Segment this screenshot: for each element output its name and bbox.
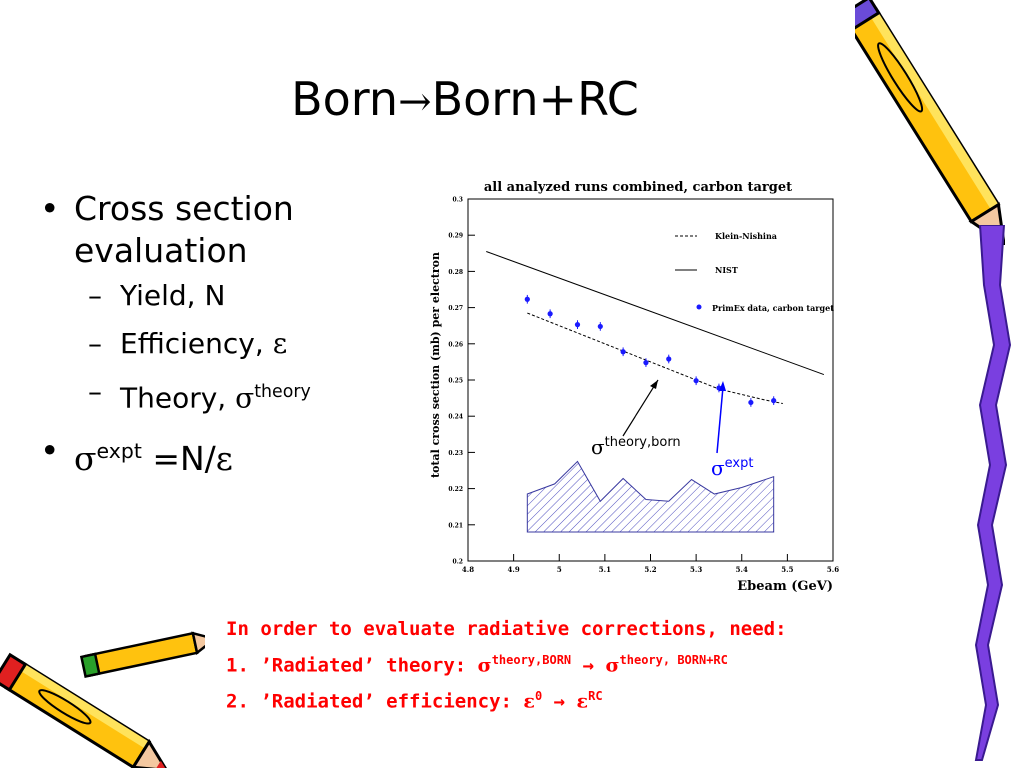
annotation-arrowhead-blue [719, 381, 726, 391]
note-line-3: 2. ’Radiated’ efficiency: ε0 → εRC [226, 689, 603, 713]
nist-curve [486, 251, 825, 376]
hatched-error-band [526, 460, 775, 533]
y-tick-label: 0.25 [448, 378, 463, 385]
chart-legend: Klein-Nishina NIST PrimEx data, carbon t… [675, 231, 834, 313]
y-tick-label: 0.29 [448, 233, 463, 240]
data-points [524, 294, 777, 407]
x-tick-label: 5 [557, 565, 562, 574]
cross-section-chart: all analyzed runs combined, carbon targe… [425, 175, 845, 595]
sigma-symbol: σ [235, 381, 255, 415]
arrow-icon: → [571, 654, 606, 677]
chart-svg: all analyzed runs combined, carbon targe… [429, 180, 839, 594]
sub-bullet-text: Yield, N [120, 279, 226, 312]
sub-bullet-theory: – Theory, σtheory [40, 368, 400, 422]
title-right: Born+RC [431, 72, 639, 126]
y-tick-label: 0.27 [448, 305, 463, 312]
sub-bullet-efficiency: – Efficiency, ε [40, 320, 400, 368]
y-tick-label: 0.24 [448, 414, 463, 421]
axis-ticks: 4.8 4.9 5 5.1 5.2 5.3 5.4 5.5 5.6 0.2 0.21 0.22 0.23… [448, 197, 839, 575]
bullet-list: • Cross section evaluation – Yield, N – … [40, 188, 400, 480]
y-tick-label: 0.28 [448, 269, 463, 276]
annotation-arrow-blue [716, 386, 724, 454]
x-tick-label: 5.5 [781, 565, 793, 574]
right-arrow-icon: → [398, 79, 432, 125]
arrow-icon: → [542, 690, 577, 713]
x-axis-label: Ebeam (GeV) [737, 579, 833, 594]
x-tick-label: 5.2 [644, 565, 656, 574]
dash-icon: – [88, 279, 102, 312]
bullet-text: Cross section evaluation [74, 189, 294, 270]
dash-icon: – [88, 327, 102, 360]
bullet-cross-section: • Cross section evaluation [40, 188, 400, 272]
annotations: σtheory,born σexpt [591, 379, 753, 480]
sigma-symbol: σ [74, 439, 97, 479]
slide-title: Born→Born+RC [0, 72, 930, 126]
y-tick-label: 0.21 [448, 522, 463, 529]
sub-bullet-text: Theory, [120, 381, 236, 415]
y-tick-label: 0.26 [448, 341, 463, 348]
data-point [666, 356, 672, 362]
sigma-superscript: expt [96, 439, 142, 464]
data-point [547, 311, 553, 317]
annotation-theory-born: σtheory,born [591, 435, 681, 459]
x-tick-label: 5.6 [827, 565, 839, 574]
y-tick-label: 0.23 [448, 450, 463, 457]
data-point [643, 360, 649, 366]
data-point [524, 296, 530, 302]
y-tick-label: 0.2 [453, 559, 463, 566]
x-tick-label: 5.4 [736, 565, 748, 574]
formula-text: =N/ [141, 439, 216, 479]
bullet-sigma-expt: • σexpt =N/ε [40, 430, 400, 480]
x-tick-label: 4.9 [508, 565, 520, 574]
y-axis-label: total cross section (mb) per electron [429, 252, 442, 478]
pencil-icon [855, 0, 1005, 245]
note-line-2: 1. ’Radiated’ theory: σtheory,BORN → σth… [226, 653, 728, 677]
legend-marker [696, 304, 702, 310]
annotation-arrow-black [622, 379, 659, 437]
annotation-arrowhead-black [650, 380, 658, 389]
dash-icon: – [88, 375, 102, 408]
data-point [597, 323, 603, 330]
epsilon-symbol: ε [215, 439, 233, 479]
epsilon-symbol: ε [272, 327, 288, 360]
data-point [574, 322, 581, 328]
data-point [693, 378, 699, 384]
klein-nishina-curve [527, 312, 783, 405]
data-point [748, 399, 754, 406]
x-tick-label: 5.1 [599, 565, 611, 574]
data-point [771, 398, 777, 404]
pencil-icon [79, 631, 205, 678]
hatched-area [526, 460, 775, 533]
sub-bullet-yield: – Yield, N [40, 272, 400, 320]
bullet-dot-icon: • [40, 189, 60, 228]
x-tick-label: 4.8 [462, 565, 474, 574]
crayon-icon [974, 225, 1012, 761]
legend-nist: NIST [715, 265, 738, 275]
radiative-corrections-note: In order to evaluate radiative correctio… [226, 614, 787, 718]
sigma-superscript: theory [254, 382, 311, 402]
x-tick-label: 5.3 [690, 565, 702, 574]
pencil-icon [0, 652, 170, 768]
curves [486, 251, 825, 405]
legend-primex: PrimEx data, carbon target [712, 303, 834, 313]
sub-bullet-text: Efficiency, [120, 327, 273, 360]
chart-title: all analyzed runs combined, carbon targe… [484, 180, 792, 195]
note-line-1: In order to evaluate radiative correctio… [226, 618, 787, 640]
legend-klein-nishina: Klein-Nishina [715, 231, 777, 241]
title-left: Born [291, 72, 399, 126]
annotation-expt: σexpt [711, 456, 753, 480]
y-tick-label: 0.3 [453, 197, 463, 204]
y-tick-label: 0.22 [448, 486, 463, 493]
data-point [620, 349, 626, 355]
bullet-dot-icon: • [40, 431, 60, 471]
